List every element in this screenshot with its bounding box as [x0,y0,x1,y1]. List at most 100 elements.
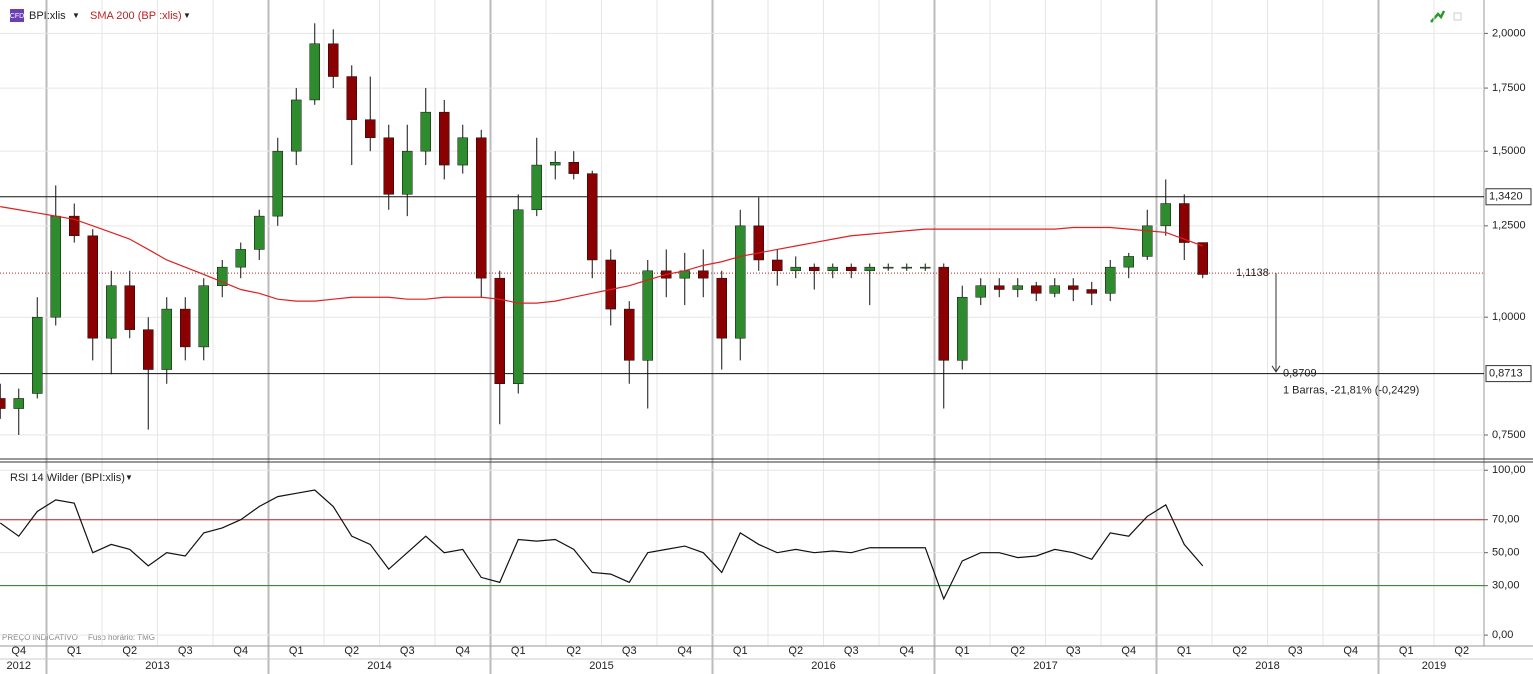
year-label: 2013 [145,660,169,672]
candle-body [50,215,61,318]
candle-body [957,296,968,361]
footer-timezone: Fuso horário: TMG [88,633,155,642]
candle-body [439,111,450,166]
candle-body [994,285,1005,290]
candle-body [494,277,505,384]
candle-body [605,259,616,310]
candle-body [124,285,135,330]
candle-body [402,150,413,195]
candle-body [328,43,339,77]
candle-body [346,76,357,120]
candle-body [809,266,820,272]
candle-body [365,119,376,139]
quarter-label: Q3 [844,645,859,657]
candle-body [531,164,542,211]
badge [10,9,24,22]
candle-body [1105,266,1116,294]
candle-body [568,162,579,174]
candle-body [420,111,431,152]
candle-body [864,266,875,272]
y-tick-label: 0,00 [1492,629,1513,641]
level-box [1485,188,1532,206]
candle-body [587,173,598,261]
legend-sma[interactable]: SMA 200 (BPI:xlis) [90,10,182,22]
legend-symbol[interactable]: BPI:xlis [29,10,66,22]
quarter-label: Q2 [1232,645,1247,657]
candle-body [254,215,265,250]
quarter-label: Q2 [788,645,803,657]
y-tick-label: 0,7500 [1492,429,1526,441]
candle-body [790,266,801,272]
candle-body [198,285,209,348]
badge-text: CFD [10,13,24,20]
level-label: 1,3420 [1489,191,1523,203]
level-box [1485,365,1532,383]
candle-body [383,137,394,195]
footer-note: PREÇO INDICATIVO [2,633,78,642]
candle-body [0,398,6,409]
quarter-label: Q1 [289,645,304,657]
candle-body [235,249,246,268]
candle-body [846,266,857,272]
quarter-label: Q4 [455,645,470,657]
level-label: 0,8713 [1489,368,1523,380]
candle-body [13,398,24,409]
quarter-label: Q2 [1010,645,1025,657]
dropdown[interactable]: ▼ [72,11,80,20]
measure-text: 1 Barras, -21,81% (-0,2429) [1283,385,1419,397]
quarter-label: Q3 [400,645,415,657]
arrow-head [1271,365,1281,373]
y-tick-label: 70,00 [1492,514,1520,526]
y-tick-label: 1,5000 [1492,145,1526,157]
year-label: 2015 [589,660,613,672]
quarter-label: Q4 [11,645,26,657]
candle-body [753,225,764,261]
quarter-label: Q1 [511,645,526,657]
quarter-label: Q1 [955,645,970,657]
series-line [0,206,1203,304]
candle-body [1160,203,1171,227]
window-icon[interactable] [1453,12,1462,21]
quarter-label: Q1 [1399,645,1414,657]
candle-body [883,266,894,269]
quarter-label: Q1 [1177,645,1192,657]
year-label: 2018 [1255,660,1279,672]
quarter-label: Q1 [67,645,82,657]
quarter-label: Q3 [178,645,193,657]
legend-rsi[interactable]: RSI 14 Wilder (BPI:xlis) [10,472,125,484]
candle-body [309,43,320,101]
candle-body [513,209,524,384]
y-tick-label: 50,00 [1492,547,1520,559]
quarter-label: Q4 [677,645,692,657]
quarter-label: Q1 [733,645,748,657]
candle-body [1142,225,1153,257]
candle-body [550,162,561,166]
candle-body [772,259,783,272]
series-line [0,489,1204,601]
candle-body [1123,256,1134,268]
candle-body [624,308,635,361]
candle-body [938,266,949,361]
quarter-label: Q2 [1454,645,1469,657]
candle-body [1049,285,1060,294]
candle-body [217,266,228,286]
dropdown[interactable]: ▼ [183,11,191,20]
quarter-label: Q4 [233,645,248,657]
year-label: 2017 [1033,660,1057,672]
candle-body [975,285,986,298]
candle-body [32,316,43,394]
candle-body [69,215,80,237]
quarter-label: Q3 [622,645,637,657]
candle-body [272,150,283,217]
y-tick-label: 1,0000 [1492,311,1526,323]
year-label: 2014 [367,660,391,672]
year-label: 2016 [811,660,835,672]
candle-body [161,308,172,370]
candle-body [735,225,746,339]
y-tick-label: 2,0000 [1492,27,1526,39]
candle-body [1179,203,1190,243]
dropdown[interactable]: ▼ [125,473,133,482]
candle-body [476,137,487,279]
